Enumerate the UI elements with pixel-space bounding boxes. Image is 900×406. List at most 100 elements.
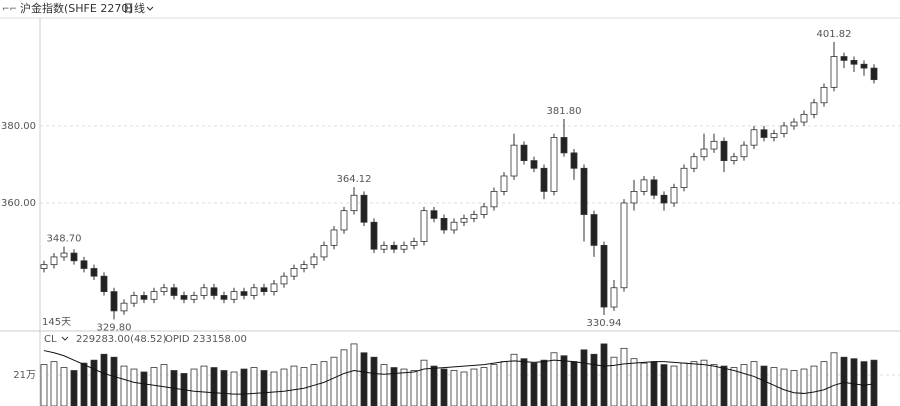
volume-bar bbox=[640, 362, 648, 406]
candle-body bbox=[570, 152, 578, 169]
candle-body bbox=[250, 287, 258, 296]
candle-body bbox=[240, 291, 248, 296]
volume-bar bbox=[340, 349, 348, 406]
low-label: 329.80 bbox=[97, 322, 132, 333]
candle-body bbox=[400, 244, 408, 250]
candle-body bbox=[650, 179, 658, 196]
volume-bar bbox=[60, 367, 68, 406]
volume-bar bbox=[540, 359, 548, 406]
volume-bar bbox=[430, 365, 438, 406]
volume-bar bbox=[750, 361, 758, 406]
candle-body bbox=[280, 275, 288, 285]
candle-body bbox=[80, 260, 88, 269]
volume-bar bbox=[780, 368, 788, 406]
candle-body bbox=[770, 133, 778, 138]
volume-bar bbox=[260, 370, 268, 406]
y-tick-label: 380.00 bbox=[1, 121, 36, 132]
volume-bar bbox=[200, 365, 208, 406]
volume-bar bbox=[220, 370, 228, 406]
candle-body bbox=[200, 287, 208, 296]
dropdown-arrow[interactable] bbox=[146, 6, 154, 11]
candle-body bbox=[760, 129, 768, 138]
volume-bar bbox=[590, 353, 598, 406]
candle-body bbox=[590, 214, 598, 246]
volume-bar bbox=[400, 368, 408, 406]
volume-bar bbox=[380, 364, 388, 406]
candle-body bbox=[320, 244, 328, 258]
volume-bar bbox=[390, 367, 398, 406]
candle-body bbox=[690, 156, 698, 169]
candle-body bbox=[260, 287, 268, 293]
volume-bar bbox=[710, 364, 718, 406]
volume-bar bbox=[600, 343, 608, 406]
period-selector[interactable]: 日线 bbox=[123, 1, 145, 15]
candle-body bbox=[330, 229, 338, 246]
volume-bar bbox=[840, 356, 848, 406]
y-tick-label: 360.00 bbox=[1, 198, 36, 209]
candle-body bbox=[720, 140, 728, 161]
oi-readout: OPID 233158.00 bbox=[165, 334, 247, 345]
volume-bar bbox=[720, 365, 728, 406]
candle-body bbox=[870, 67, 878, 81]
candle-body bbox=[170, 287, 178, 296]
candle-body bbox=[810, 102, 818, 115]
volume-bar bbox=[230, 371, 238, 406]
ohlc-icon: ⌐⌐ bbox=[2, 5, 17, 15]
volume-bar bbox=[370, 356, 378, 406]
volume-bar bbox=[730, 367, 738, 406]
candle-body bbox=[750, 129, 758, 146]
span-label: 145天 bbox=[42, 317, 71, 328]
candle-body bbox=[70, 252, 78, 262]
volume-bar bbox=[420, 359, 428, 406]
candle-body bbox=[140, 295, 148, 300]
volume-bar bbox=[700, 359, 708, 406]
volume-bar bbox=[190, 368, 198, 406]
candle-body bbox=[620, 202, 628, 289]
volume-bar bbox=[450, 370, 458, 406]
volume-bar bbox=[110, 356, 118, 406]
candle-body bbox=[460, 217, 468, 223]
candle-body bbox=[420, 210, 428, 242]
volume-bar bbox=[320, 361, 328, 406]
volume-bar bbox=[100, 353, 108, 406]
candle-body bbox=[410, 241, 418, 246]
volume-bar bbox=[690, 361, 698, 406]
candle-body bbox=[500, 175, 508, 192]
volume-bar bbox=[820, 361, 828, 406]
candle-body bbox=[790, 121, 798, 127]
volume-bar bbox=[810, 365, 818, 406]
candle-body bbox=[840, 56, 848, 61]
candle-body bbox=[220, 295, 228, 300]
low-label: 330.94 bbox=[587, 318, 622, 329]
volume-bar bbox=[70, 370, 78, 406]
volume-readout: 229283.00(48.52) bbox=[76, 334, 167, 345]
volume-bar bbox=[130, 368, 138, 406]
candle-body bbox=[490, 191, 498, 208]
candle-body bbox=[270, 283, 278, 293]
volume-bar bbox=[40, 364, 48, 406]
candle-body bbox=[90, 268, 98, 277]
volume-bar bbox=[650, 361, 658, 406]
volume-bar bbox=[160, 364, 168, 406]
volume-bar bbox=[630, 358, 638, 406]
candle-body bbox=[310, 256, 318, 266]
candle-body bbox=[360, 194, 368, 223]
volume-bar bbox=[250, 367, 258, 406]
volume-bar bbox=[660, 364, 668, 406]
volume-bar bbox=[460, 371, 468, 406]
candle-body bbox=[100, 275, 108, 293]
candle-body bbox=[370, 221, 378, 250]
high-label: 364.12 bbox=[337, 174, 372, 185]
candle-body bbox=[710, 140, 718, 150]
candle-body bbox=[540, 167, 548, 192]
candle-body bbox=[780, 125, 788, 135]
candle-body bbox=[120, 302, 128, 312]
indicator-dropdown[interactable] bbox=[61, 336, 69, 341]
candle-body bbox=[640, 179, 648, 192]
candle-body bbox=[480, 206, 488, 215]
open-interest-line bbox=[43, 350, 875, 395]
candle-body bbox=[210, 287, 218, 296]
candle-body bbox=[60, 252, 68, 258]
volume-bar bbox=[410, 370, 418, 406]
